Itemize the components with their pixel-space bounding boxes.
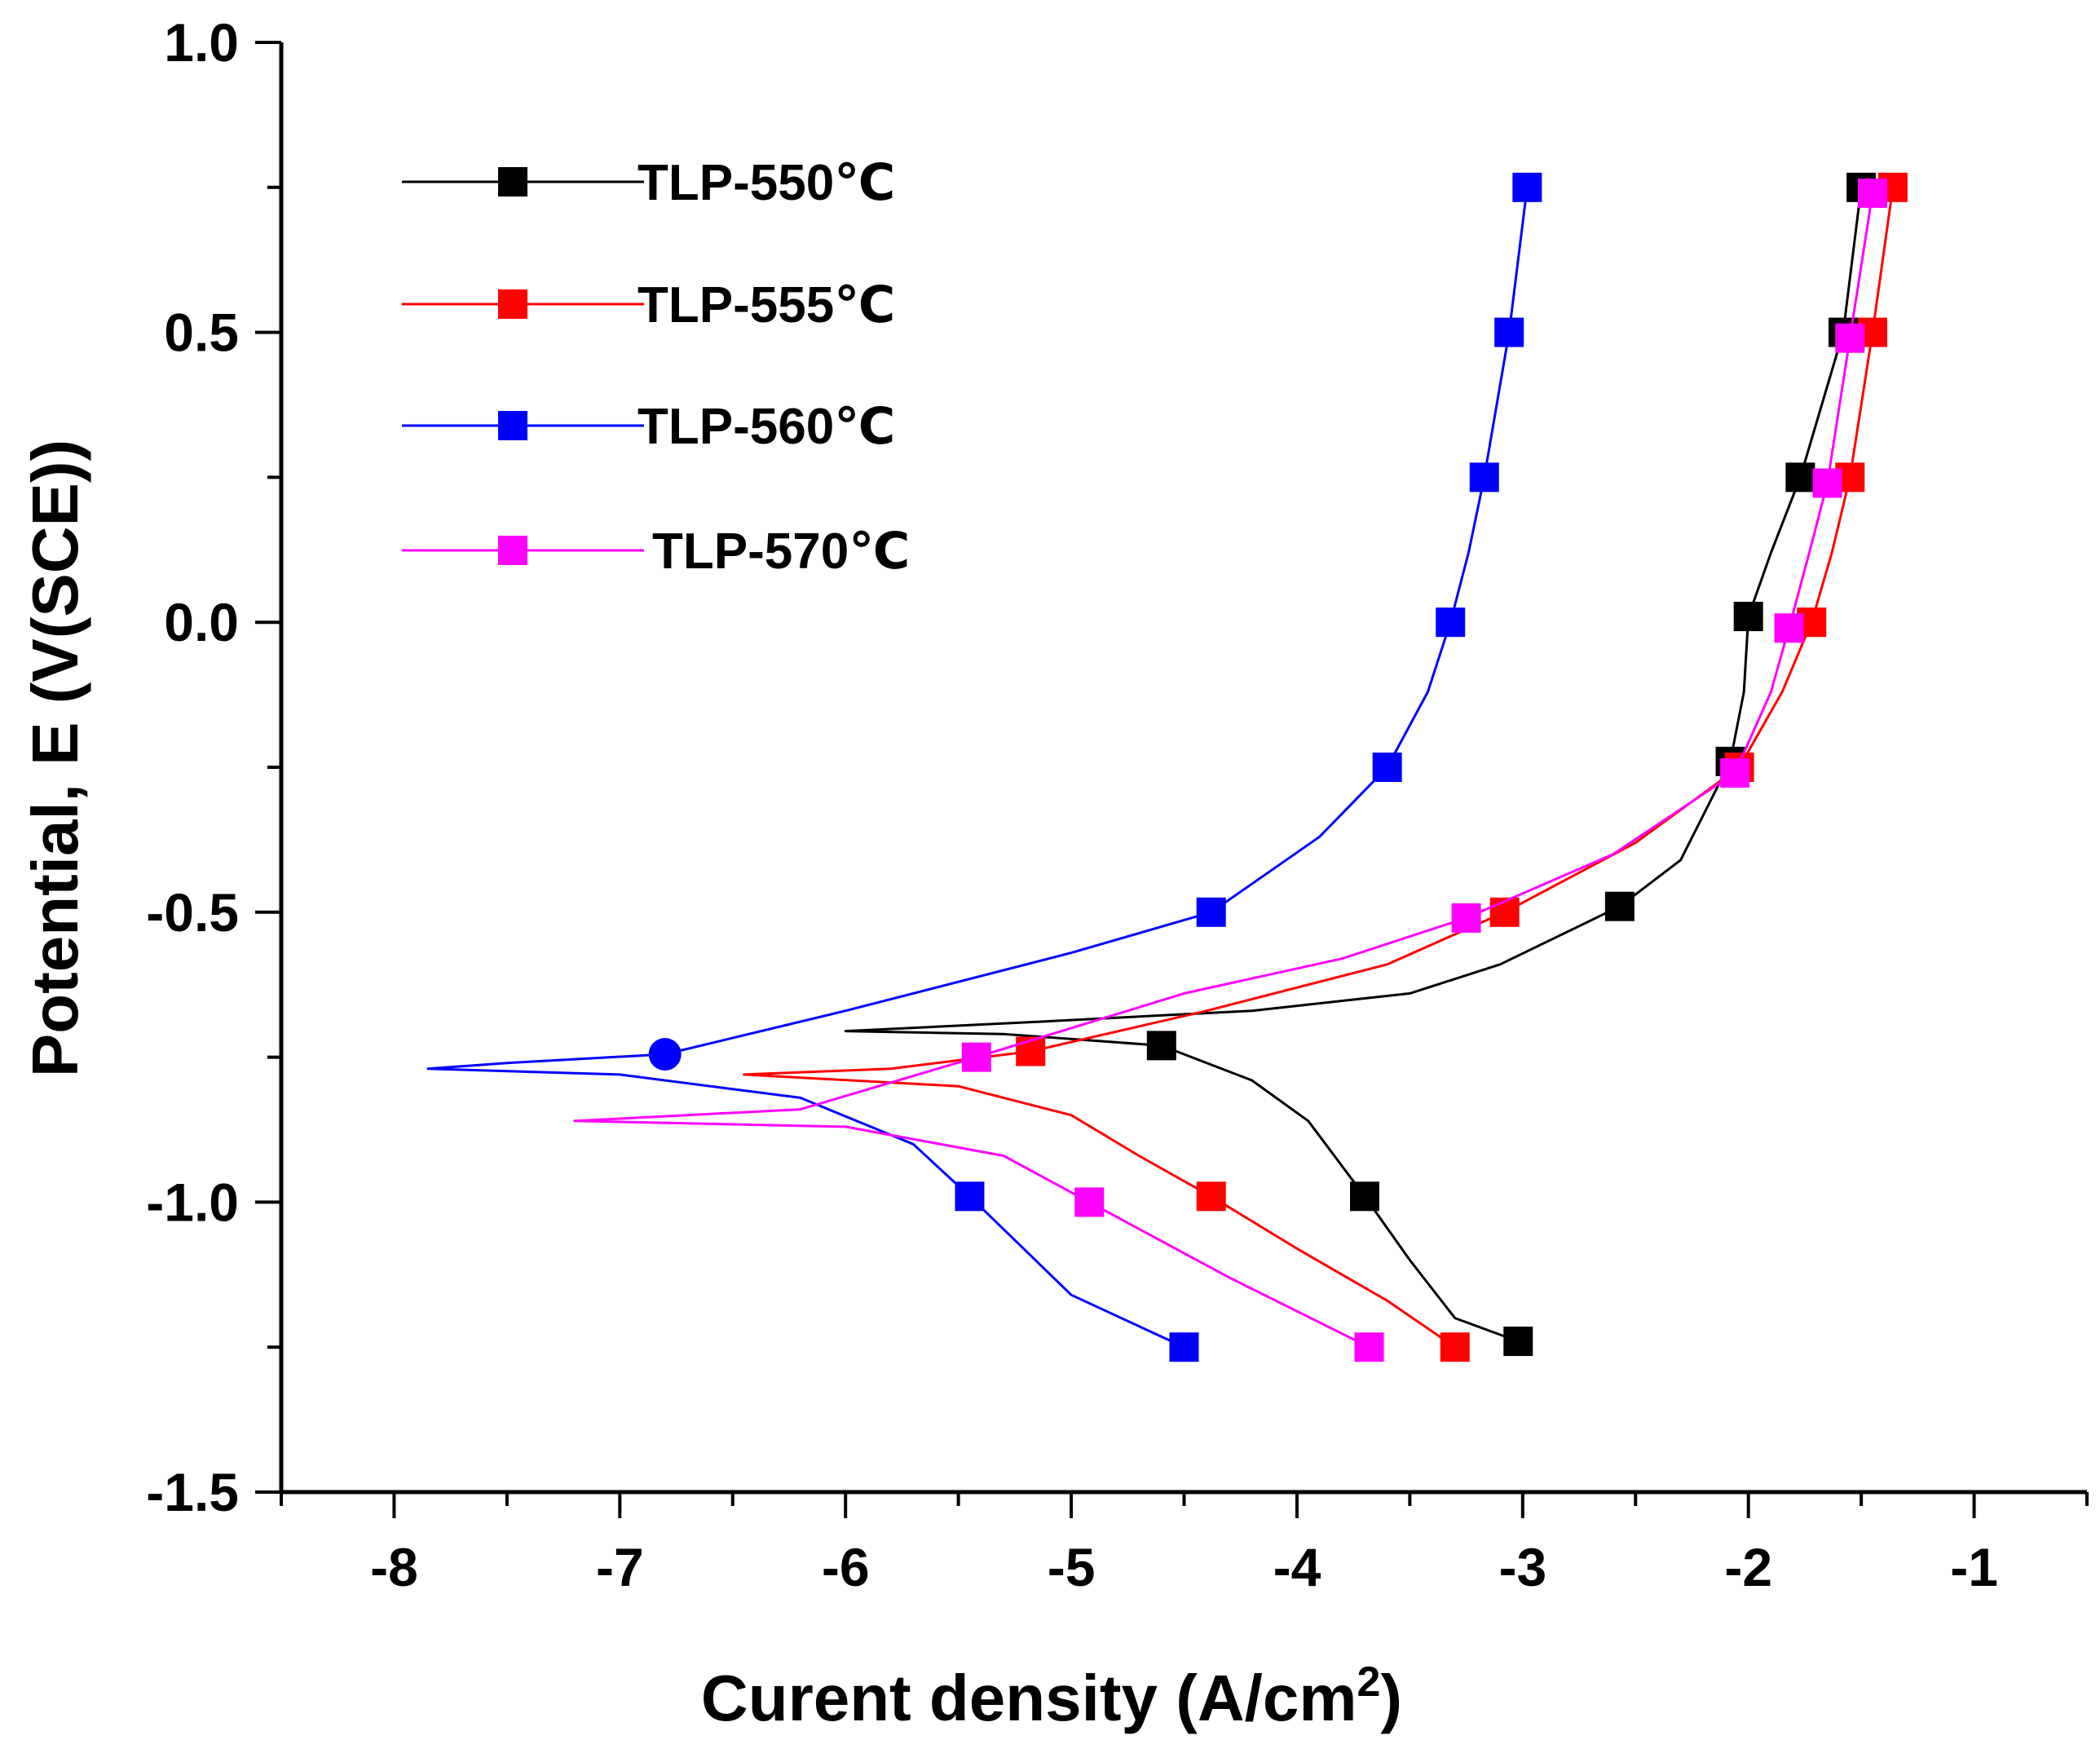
legend-marker <box>498 536 527 565</box>
data-point <box>1733 602 1763 632</box>
data-point <box>1774 613 1804 643</box>
x-tick-label: -4 <box>1273 1537 1321 1597</box>
x-axis-title-superscript: 2 <box>1357 1658 1381 1706</box>
data-point <box>1512 172 1542 202</box>
axes: -8 -7 -6 -5 -4 -3 -2 -1 1.0 0.5 0.0 -0.5 -1.0 -1.5 <box>146 12 2089 1597</box>
data-point <box>1604 891 1635 921</box>
y-axis-title: Potential, E (V(SCE)) <box>19 439 91 1077</box>
x-tick-label: -7 <box>596 1537 644 1597</box>
legend-label: TLP-555℃ <box>638 277 895 333</box>
y-tick-label: -1.5 <box>146 1462 239 1522</box>
data-point <box>648 1038 682 1071</box>
series-4 <box>573 178 1887 1362</box>
data-point <box>1074 1187 1105 1217</box>
x-axis-title-end: ) <box>1380 1662 1402 1734</box>
x-tick-label: -5 <box>1048 1537 1096 1597</box>
data-point <box>1503 1327 1533 1357</box>
x-axis-title-text: Curent density (A/cm <box>701 1662 1357 1734</box>
data-point <box>961 1042 991 1072</box>
data-point <box>1196 1181 1226 1212</box>
legend-marker <box>498 167 527 196</box>
data-point <box>1440 1332 1470 1362</box>
x-tick-label: -3 <box>1498 1537 1546 1597</box>
y-tick-label: 1.0 <box>164 12 239 73</box>
x-tick-label: -1 <box>1950 1537 1998 1597</box>
data-point <box>1372 753 1402 782</box>
legend-marker <box>498 411 527 440</box>
y-tick-label: 0.0 <box>164 592 239 652</box>
x-tick-label: -6 <box>822 1537 870 1597</box>
data-point <box>1169 1332 1199 1362</box>
series-line <box>426 187 1529 1349</box>
data-point <box>1469 462 1499 492</box>
y-tick-label: 0.5 <box>164 302 239 363</box>
series-line <box>743 187 1895 1349</box>
legend-item: TLP-570℃ <box>402 523 910 580</box>
x-tick-label: -8 <box>370 1537 418 1597</box>
legend-item: TLP-550℃ <box>402 155 895 211</box>
series-line <box>844 187 1863 1343</box>
data-point <box>1354 1332 1384 1362</box>
legend-marker <box>498 289 527 319</box>
y-tick-label: -1.0 <box>146 1172 239 1232</box>
data-point <box>1857 178 1887 208</box>
data-point <box>1196 897 1226 927</box>
x-tick-label: -2 <box>1724 1537 1772 1597</box>
data-point <box>1720 758 1750 788</box>
data-point <box>1451 903 1481 933</box>
data-point <box>1436 607 1466 638</box>
x-axis-title: Curent density (A/cm2) <box>701 1658 1402 1734</box>
data-point <box>1350 1181 1379 1212</box>
legend-item: TLP-560℃ <box>402 399 895 455</box>
data-point <box>955 1181 985 1212</box>
legend-label: TLP-560℃ <box>638 399 895 455</box>
series-layer <box>426 172 1908 1362</box>
legend-label: TLP-570℃ <box>652 523 910 580</box>
y-tick-label: -0.5 <box>146 882 239 943</box>
legend-label: TLP-550℃ <box>638 155 895 211</box>
legend-item: TLP-555℃ <box>402 277 895 333</box>
data-point <box>1835 323 1865 353</box>
legend: TLP-550℃ TLP-555℃ TLP-560℃ TLP-570℃ <box>402 155 910 580</box>
data-point <box>1146 1031 1176 1061</box>
series-line <box>573 192 1874 1349</box>
series-2 <box>743 172 1908 1362</box>
data-point <box>1812 468 1842 498</box>
data-point <box>1494 317 1524 347</box>
data-point <box>1785 462 1815 492</box>
